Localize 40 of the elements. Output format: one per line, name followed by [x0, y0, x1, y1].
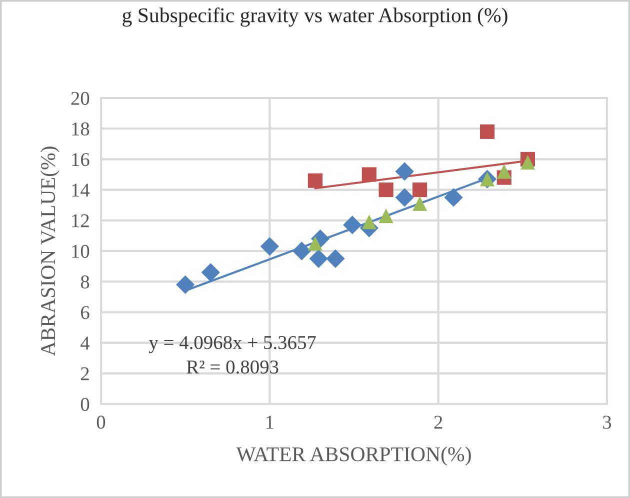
point — [176, 275, 195, 294]
point — [496, 164, 512, 179]
chart-title: g Subspecific gravity vs water Absorption (%) — [122, 7, 508, 27]
point — [292, 242, 312, 260]
point — [201, 263, 220, 282]
y-tick-label: 4 — [80, 336, 90, 350]
point — [342, 216, 362, 234]
x-axis-title: WATER ABSORPTION(%) — [236, 446, 471, 466]
y-tick-label: 18 — [72, 122, 90, 136]
point — [412, 182, 428, 198]
annotation: y = 4.0968x + 5.3657 — [148, 336, 316, 354]
point — [309, 249, 328, 268]
point — [308, 173, 322, 188]
annotation: R² = 0.8093 — [186, 360, 278, 374]
point — [260, 237, 279, 256]
point — [395, 162, 414, 181]
y-tick-label: 12 — [72, 214, 89, 228]
point — [378, 182, 394, 198]
point — [412, 196, 428, 211]
y-tick-label: 0 — [80, 398, 90, 411]
point — [362, 214, 376, 230]
y-axis-title: ABRASION VALUE(%) — [40, 146, 60, 356]
y-tick-label: 8 — [80, 275, 90, 289]
x-tick-label: 2 — [434, 416, 442, 429]
y-tick-label: 2 — [81, 367, 89, 380]
point — [520, 154, 536, 170]
point — [444, 188, 463, 207]
x-tick-label: 0 — [96, 416, 106, 429]
point — [362, 167, 376, 182]
x-tick-label: 1 — [266, 416, 274, 429]
point — [378, 208, 394, 224]
y-tick-label: 10 — [72, 244, 90, 258]
y-tick-label: 20 — [71, 92, 90, 105]
point — [326, 249, 345, 268]
x-tick-label: 3 — [603, 416, 612, 429]
y-tick-label: 16 — [72, 153, 90, 166]
y-tick-label: 14 — [72, 184, 90, 197]
point — [395, 188, 414, 207]
y-tick-label: 6 — [81, 306, 90, 320]
point — [480, 124, 495, 139]
